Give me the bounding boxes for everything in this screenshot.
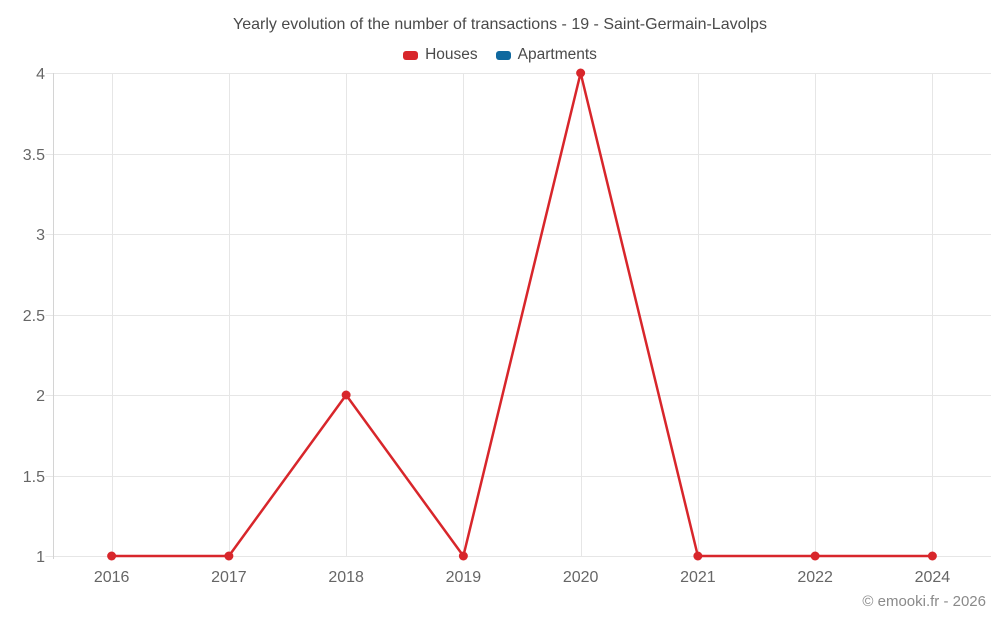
houses-data-point[interactable]	[458, 551, 468, 561]
houses-data-point[interactable]	[693, 551, 703, 561]
apartments-swatch-icon	[495, 50, 511, 60]
y-tick-label: 2	[36, 388, 45, 405]
houses-swatch-icon	[403, 50, 419, 60]
watermark: © emooki.fr - 2026	[862, 593, 986, 610]
y-tick-label: 1.5	[23, 469, 45, 486]
x-tick-label: 2020	[563, 569, 599, 586]
legend-item-houses[interactable]: Houses	[403, 46, 478, 64]
x-tick-label: 2021	[680, 569, 716, 586]
y-tick-label: 3.5	[23, 147, 45, 164]
x-tick-label: 2024	[915, 569, 951, 586]
houses-data-point[interactable]	[576, 68, 586, 78]
x-tick-label: 2017	[211, 569, 247, 586]
houses-data-point[interactable]	[107, 551, 117, 561]
houses-data-point[interactable]	[927, 551, 937, 561]
houses-data-point[interactable]	[810, 551, 820, 561]
chart-title: Yearly evolution of the number of transa…	[233, 16, 767, 33]
legend-label-apartments: Apartments	[517, 46, 597, 63]
x-tick-label: 2016	[94, 569, 130, 586]
houses-series-line	[110, 71, 934, 558]
legend-label-houses: Houses	[425, 46, 478, 63]
x-tick-label: 2018	[328, 569, 364, 586]
y-tick-label: 3	[36, 227, 45, 244]
legend: Houses Apartments	[0, 46, 1000, 64]
y-tick-label: 2.5	[23, 308, 45, 325]
houses-data-point[interactable]	[224, 551, 234, 561]
x-tick-label: 2022	[797, 569, 833, 586]
y-tick-label: 1	[36, 549, 45, 566]
x-tick-label: 2019	[446, 569, 482, 586]
legend-item-apartments[interactable]: Apartments	[495, 46, 597, 64]
houses-data-point[interactable]	[341, 390, 351, 400]
y-tick-label: 4	[36, 66, 45, 83]
